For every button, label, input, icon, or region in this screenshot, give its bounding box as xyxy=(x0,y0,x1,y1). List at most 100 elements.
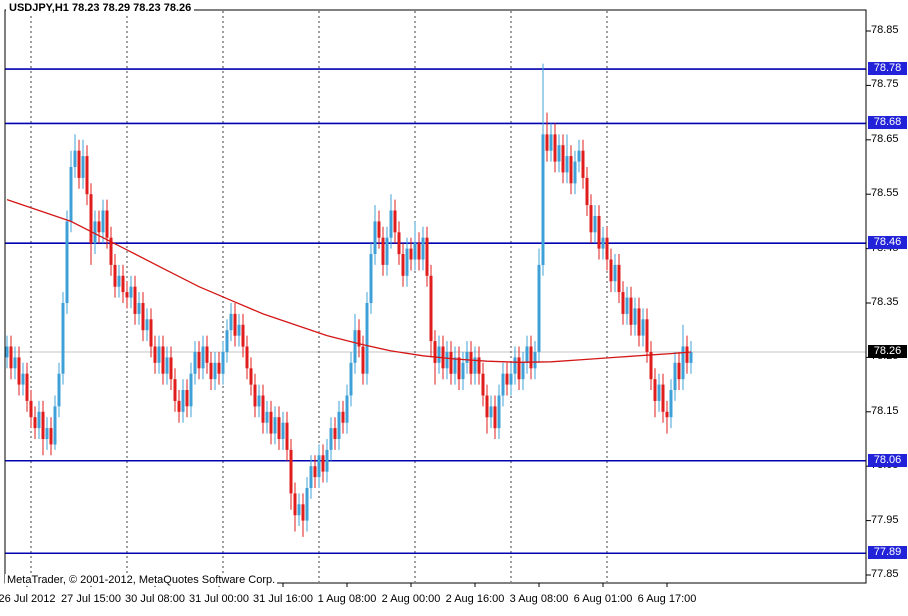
price-level-label: 78.78 xyxy=(868,62,907,76)
candle-body xyxy=(669,390,673,418)
current-price-label: 78.26 xyxy=(868,344,907,358)
candle-body xyxy=(97,221,101,233)
candle-body xyxy=(429,275,433,342)
candle-body xyxy=(73,150,77,167)
candle-body xyxy=(649,352,653,380)
price-tick-label: 78.65 xyxy=(871,132,899,145)
candle-body xyxy=(673,362,677,390)
candle-body xyxy=(645,319,649,352)
price-tick-label: 78.85 xyxy=(871,24,899,36)
candle-body xyxy=(325,449,329,472)
candle-body xyxy=(341,411,345,423)
candle-body xyxy=(461,362,465,380)
chart-title: USDJPY,H1 78.23 78.29 78.23 78.26 xyxy=(6,2,195,14)
candle-body xyxy=(93,221,97,244)
time-tick-label: 6 Aug 17:00 xyxy=(637,593,697,605)
candle-body xyxy=(261,395,265,423)
candle-body xyxy=(465,352,469,363)
candle-body xyxy=(69,167,73,222)
candle-body xyxy=(245,346,249,369)
candle-body xyxy=(525,346,529,363)
candle-body xyxy=(157,346,161,363)
time-tick-label: 31 Jul 16:00 xyxy=(253,593,313,605)
candle-body xyxy=(41,411,45,439)
candle-body xyxy=(141,303,145,331)
candle-body xyxy=(385,237,389,265)
candle-body xyxy=(609,259,613,282)
candle-body xyxy=(293,493,297,516)
candle-body xyxy=(201,346,205,369)
candle-body xyxy=(301,504,305,521)
candle-body xyxy=(581,150,585,178)
candle-body xyxy=(253,384,257,407)
candle-body xyxy=(521,362,525,380)
candle-body xyxy=(597,216,601,249)
candle-body xyxy=(357,330,361,347)
candle-body xyxy=(277,417,281,439)
candle-body xyxy=(361,346,365,374)
candle-body xyxy=(81,156,85,178)
price-level-label: 78.46 xyxy=(868,236,907,250)
candle-body xyxy=(317,455,321,478)
candle-body xyxy=(509,373,513,385)
candle-body xyxy=(241,324,245,347)
candle-body xyxy=(393,210,397,233)
candle-body xyxy=(617,264,621,293)
price-level-label: 78.06 xyxy=(868,453,907,467)
candle-body xyxy=(437,346,441,363)
price-tick-label: 77.85 xyxy=(871,568,899,580)
candle-body xyxy=(641,319,645,336)
candle-body xyxy=(417,243,421,260)
chart-border xyxy=(4,9,867,584)
candle-body xyxy=(145,319,149,331)
candle-body xyxy=(381,237,385,265)
candle-body xyxy=(137,303,141,314)
candle-body xyxy=(409,248,413,260)
candle-body xyxy=(101,210,105,233)
price-axis[interactable]: 78.8578.7578.6578.5578.4578.3578.2578.15… xyxy=(866,0,908,590)
candle-body xyxy=(45,428,49,439)
candle-body xyxy=(585,177,589,206)
candle-body xyxy=(285,422,289,450)
candle-body xyxy=(345,395,349,423)
candle-body xyxy=(177,400,181,412)
candle-body xyxy=(133,286,137,314)
candle-body xyxy=(249,368,253,385)
candle-body xyxy=(313,466,317,478)
candle-body xyxy=(497,395,501,429)
candle-body xyxy=(501,373,505,396)
candle-body xyxy=(537,264,541,352)
candle-body xyxy=(181,390,185,412)
candle-body xyxy=(53,406,57,445)
candle-body xyxy=(513,357,517,374)
candle-body xyxy=(369,254,373,303)
time-tick-label: 31 Jul 00:00 xyxy=(189,593,249,605)
candle-body xyxy=(633,308,637,325)
candle-body xyxy=(273,417,277,434)
candle-body xyxy=(469,352,473,374)
candle-body xyxy=(213,362,217,380)
candle-body xyxy=(553,134,557,162)
candle-body xyxy=(153,346,157,363)
candle-body xyxy=(405,248,409,276)
candle-body xyxy=(413,243,417,260)
candle-body xyxy=(33,417,37,429)
time-axis[interactable]: 26 Jul 2012 27 Jul 15:00 30 Jul 08:00 31 Ju… xyxy=(0,588,908,614)
time-tick-label: 26 Jul 2012 xyxy=(0,593,56,605)
candle-body xyxy=(689,352,693,363)
candle-body xyxy=(21,373,25,385)
candle-body xyxy=(621,292,625,314)
candle-body xyxy=(637,308,641,336)
candle-body xyxy=(117,275,121,287)
candle-body xyxy=(333,428,337,439)
candle-body xyxy=(9,346,13,369)
candle-body xyxy=(541,134,545,265)
time-tick-label: 1 Aug 08:00 xyxy=(317,593,377,605)
candle-body xyxy=(433,341,437,363)
candle-body xyxy=(549,134,553,151)
candle-body xyxy=(309,466,313,488)
price-tick-label: 78.55 xyxy=(871,187,899,200)
candle-body xyxy=(221,352,225,374)
candle-body xyxy=(37,411,41,429)
